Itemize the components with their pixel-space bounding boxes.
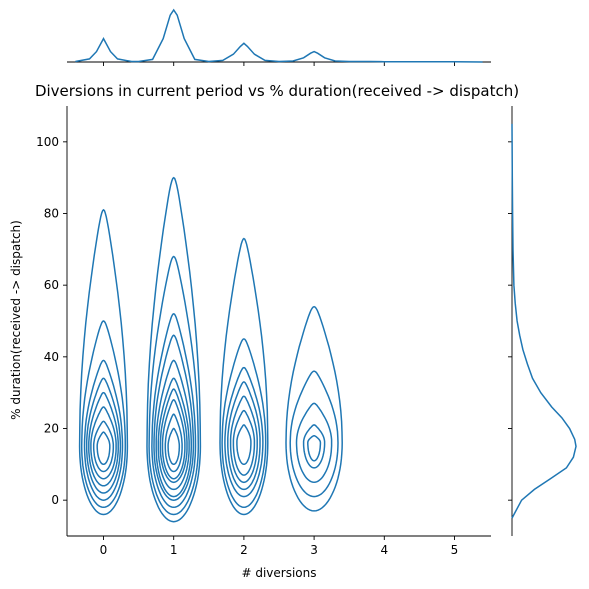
x-axis-label: # diversions: [241, 566, 316, 580]
kde-contour-g1-l3: [153, 334, 195, 501]
y-axis-label: % duration(received -> dispatch): [9, 220, 23, 420]
right-marginal-curve: [511, 123, 577, 519]
kde-contour-g0-l2: [83, 359, 124, 501]
kde-contour-g0-l0: [78, 208, 129, 516]
y-tick-label: 80: [44, 207, 59, 221]
x-tick-label: 2: [240, 543, 248, 557]
kde-contour-g0-l5: [90, 406, 117, 480]
kde-contour-g2-l6: [236, 424, 252, 466]
kde-contour-g1-l4: [155, 359, 193, 498]
kde-contour-g3-l4: [307, 434, 322, 462]
kde-contour-g1-l5: [157, 377, 190, 491]
main-plot-area: 0 1 2 3 4 5 0 20 40 60 80 100: [36, 106, 491, 557]
kde-contour-g0-l3: [85, 377, 122, 494]
x-tick-label: 3: [310, 543, 318, 557]
kde-contour-g1-l9: [167, 427, 181, 466]
kde-contour-g1-l2: [151, 312, 197, 509]
x-tick-label: 0: [100, 543, 108, 557]
top-marginal-curve: [75, 8, 483, 63]
kde-contour-g2-l2: [224, 366, 264, 498]
kde-contour-g0-l4: [88, 391, 119, 487]
chart-title: Diversions in current period vs % durati…: [35, 82, 519, 100]
kde-contour-g2-l0: [219, 237, 269, 516]
kde-contour-g1-l1: [148, 255, 200, 516]
x-tick-label: 5: [451, 543, 459, 557]
top-marginal-density: [67, 8, 491, 66]
kde-contour-g1-l0: [146, 176, 202, 523]
y-tick-label: 0: [51, 493, 59, 507]
kde-contour-g3-l1: [289, 370, 339, 498]
kde-contour-g1-l7: [161, 398, 186, 480]
kde-contour-g3-l2: [295, 402, 333, 484]
y-tick-label: 100: [36, 135, 59, 149]
y-tick-label: 20: [44, 422, 59, 436]
y-tick-label: 60: [44, 278, 59, 292]
kde-contour-g2-l4: [229, 395, 258, 484]
x-tick-label: 4: [380, 543, 388, 557]
kde-contour-g2-l1: [221, 338, 267, 509]
y-tick-label: 40: [44, 350, 59, 364]
kde-contour-g2-l3: [227, 381, 261, 491]
x-tick-label: 1: [170, 543, 178, 557]
kde-contour-g0-l6: [92, 420, 115, 473]
kde-contour-g2-l5: [232, 409, 256, 476]
kde-contour-g1-l6: [159, 388, 188, 484]
kde-contour-g0-l7: [96, 431, 111, 466]
kde-contour-g3-l3: [302, 424, 326, 469]
right-marginal-density: [508, 106, 577, 536]
kde-contour-g1-l8: [164, 413, 183, 473]
kde-contour-g0-l1: [80, 320, 127, 509]
kde-contour-g3-l0: [285, 305, 343, 512]
